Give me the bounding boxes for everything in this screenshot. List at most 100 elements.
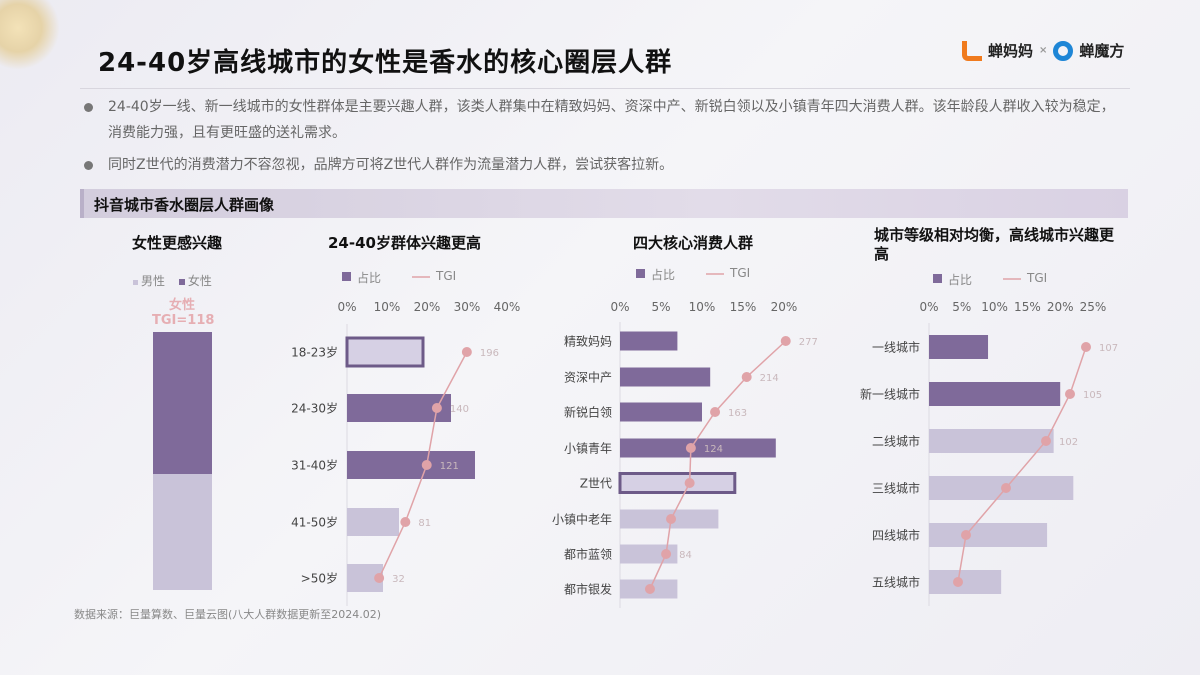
tgi-label: 196 [480,348,499,359]
chart4-title: 城市等级相对均衡，高线城市兴趣更高 [874,226,1115,263]
share-bar [620,367,711,387]
butterfly-decoration [0,0,60,70]
data-source: 数据来源：巨量算数、巨量云图(八大人群数据更新至2024.02) [74,608,382,621]
tgi-label: 163 [728,408,747,419]
share-bar [618,472,737,494]
category-label: 资深中产 [563,370,612,385]
category-label: 二线城市 [871,434,920,449]
x-tick-label: 15% [1014,300,1041,314]
x-tick-label: 0% [337,300,357,314]
chanmofang-logo-icon [1053,40,1074,61]
tgi-point [661,549,672,559]
category-label: 小镇青年 [563,441,612,456]
section-title: 抖音城市香水圈层人群画像 [94,196,275,214]
chart3-title: 四大核心消费人群 [633,234,754,252]
tgi-label: 124 [704,444,723,455]
tgi-point [461,347,472,357]
bullet-2: 同时Z世代的消费潜力不容忽视，品牌方可将Z世代人群作为流量潜力人群，尝试获客拉新… [82,152,1122,178]
tgi-label: 81 [418,518,431,529]
category-label: 三线城市 [871,481,920,496]
chart1-legend: 男性 女性 [133,272,212,289]
chart2-title: 24-40岁群体兴趣更高 [328,234,481,252]
tgi-point [374,573,385,583]
chart4-tgi-line [957,346,1087,583]
share-bar [347,508,399,536]
chart3-legend-tgi: TGI [730,266,751,280]
tgi-point [780,336,791,346]
share-bar [620,544,678,564]
bar-male [153,473,212,590]
category-label: 41-50岁 [291,515,338,530]
page-title: 24-40岁高线城市的女性是香水的核心圈层人群 [98,48,673,78]
chart2-legend-share: 占比 [357,271,382,285]
chart4-legend-share: 占比 [948,273,973,287]
share-bar [929,382,1061,406]
tgi-point [1065,389,1075,399]
tgi-point [431,403,442,413]
share-bar [345,336,425,368]
x-tick-label: 20% [1046,300,1074,314]
tgi-point [710,407,721,417]
x-tick-label: 10% [981,300,1008,314]
x-tick-label: 10% [373,300,401,314]
tgi-point [953,577,963,587]
title-divider [80,88,1130,89]
category-label: 18-23岁 [291,345,338,360]
x-tick-label: 10% [688,300,716,314]
x-tick-label: 25% [1079,300,1107,314]
tgi-point [400,517,411,527]
chart4-legend-tgi: TGI [1027,271,1048,285]
share-bar [620,402,702,422]
tgi-label: 102 [1059,437,1078,448]
tgi-label: 84 [679,550,692,561]
brand-logos: 蝉妈妈 × 蝉魔方 [962,40,1124,61]
category-label: 一线城市 [871,340,920,355]
x-tick-label: 0% [610,300,630,314]
category-label: Z世代 [579,476,612,491]
share-bar [620,438,776,458]
category-label: 都市银发 [563,582,612,597]
share-bar [620,331,678,351]
bar-female [153,332,212,474]
tgi-label: 277 [799,337,818,348]
logo-left: 蝉妈妈 [988,42,1034,60]
tgi-point [1081,342,1091,352]
section-header: 抖音城市香水圈层人群画像 [80,189,1128,218]
tgi-label: 105 [1083,390,1102,401]
x-tick-label: 20% [413,300,441,314]
share-bar [347,451,475,479]
x-tick-label: 5% [952,300,972,314]
legend-male: 男性 [141,274,166,288]
chart3-legend-bar-swatch [636,269,645,278]
category-label: 31-40岁 [291,458,338,473]
tgi-point [644,584,655,594]
x-tick-label: 0% [919,300,939,314]
tgi-point [741,372,752,382]
x-tick-label: 20% [770,300,798,314]
chart4-legend-bar-swatch [933,274,942,283]
category-label: 新锐白领 [563,405,612,420]
tgi-point [1001,483,1011,493]
tgi-label: 121 [440,461,459,472]
tgi-point [684,478,695,488]
category-label: >50岁 [300,571,338,586]
logo-separator: × [1039,45,1048,56]
tgi-label: 140 [450,404,469,415]
tgi-point [685,443,696,453]
tgi-point [1041,436,1051,446]
chart3-tgi-line [649,340,787,590]
share-bar [929,523,1048,547]
x-tick-label: 5% [651,300,671,314]
category-label: 24-30岁 [291,401,338,416]
annotation-tgi: TGI=118 [152,313,215,328]
legend-female: 女性 [187,274,212,288]
category-label: 精致妈妈 [563,334,612,349]
share-bar [929,335,989,359]
gender-stacked-bar [153,332,212,590]
category-label: 小镇中老年 [551,512,612,527]
x-tick-label: 40% [493,300,521,314]
chart1-title: 女性更感兴趣 [132,234,223,252]
category-label: 新一线城市 [859,387,920,402]
tgi-label: 32 [392,574,405,585]
